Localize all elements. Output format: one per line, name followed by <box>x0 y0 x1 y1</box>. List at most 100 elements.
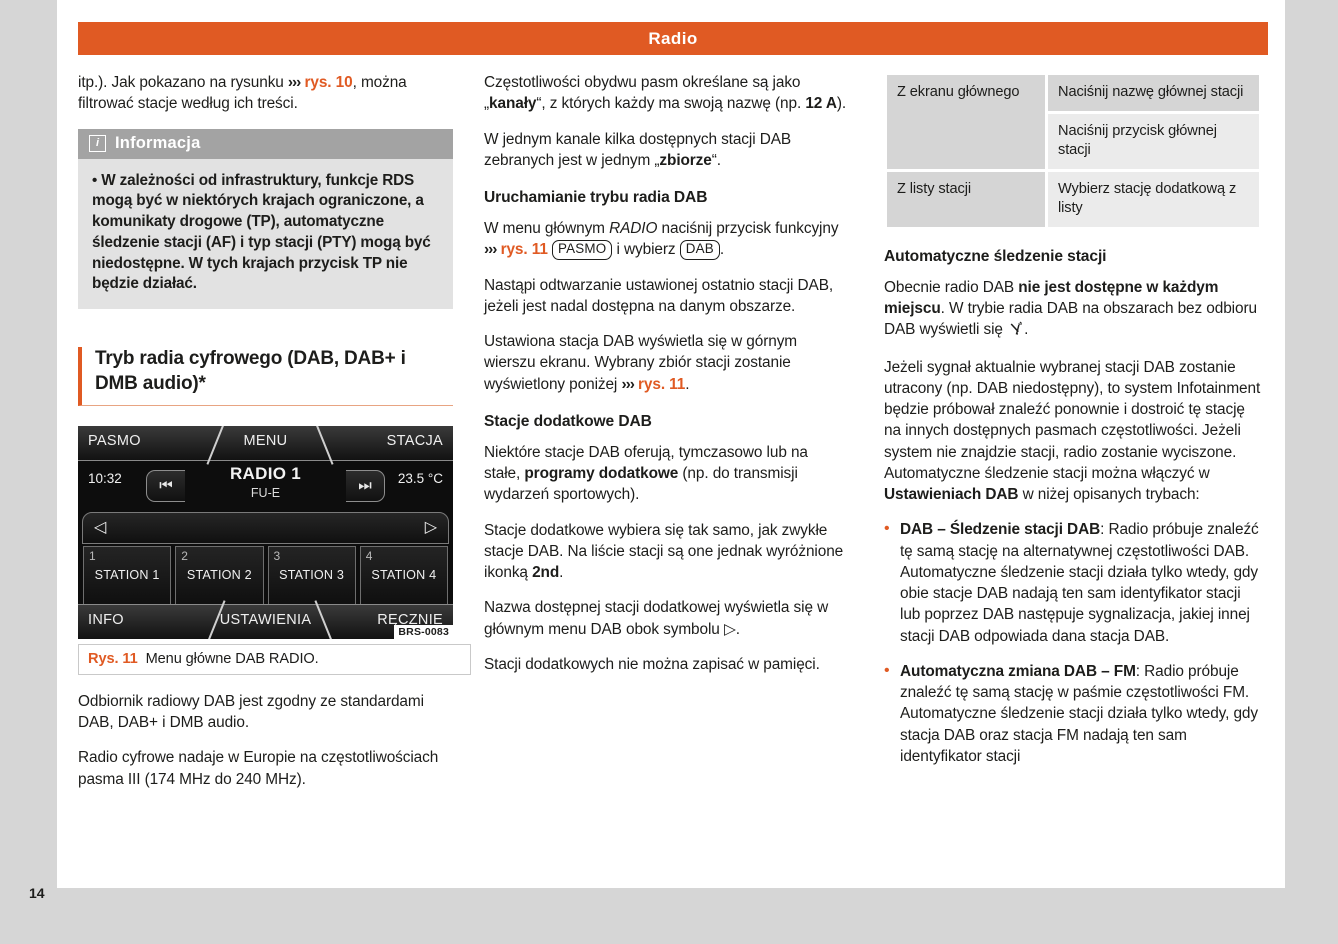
skip-previous-icon[interactable]: ⏮ <box>146 469 185 502</box>
temperature-display: 23.5 °C <box>397 470 443 486</box>
figure-caption-number: Rys. 11 <box>88 650 138 667</box>
term-kanaly: kanały <box>489 95 537 113</box>
ensemble-text-b: “. <box>711 151 721 169</box>
note-text: W zależności od infrastruktury, funkcje … <box>92 171 431 293</box>
figure-image-code: BRS-0083 <box>394 624 453 639</box>
chevron-marker: ››› <box>287 74 301 91</box>
table-cell-key: Z ekranu głównego <box>887 75 1045 169</box>
display-text-a: Ustawiona stacja DAB wyświetla się w gór… <box>484 333 798 393</box>
table-cell-value: Naciśnij przycisk głównej stacji <box>1048 113 1259 169</box>
infotainment-screen: PASMO MENU STACJA 10:32 23.5 °C RADIO 1 … <box>78 425 453 639</box>
note-header: i Informacja <box>78 128 453 159</box>
softkey-menu[interactable]: MENU <box>243 432 288 449</box>
note-body: • W zależności od infrastruktury, funkcj… <box>78 159 453 310</box>
display-text-b: . <box>685 375 690 393</box>
mode-title-dab-fm: Automatyczna zmiana DAB – FM <box>900 662 1136 680</box>
column-middle: Częstotliwości obydwu pasm określane są … <box>484 72 848 689</box>
intro-text-a: itp.). Jak pokazano na rysunku <box>78 74 288 91</box>
chevron-marker: ››› <box>484 241 497 259</box>
secondary-name-text-a: Nazwa dostępnej stacji dodatkowej wyświe… <box>484 599 829 638</box>
note-bullet: • <box>92 171 98 189</box>
arrow-right-icon[interactable]: ▷ <box>424 518 437 536</box>
tracking-modes-list: DAB – Śledzenie stacji DAB: Radio próbuj… <box>884 518 1262 767</box>
screen-status-row: 10:32 23.5 °C RADIO 1 FU-E ⏮ ⏭ <box>78 462 453 510</box>
preset-label: STATION 1 <box>94 567 160 582</box>
paragraph-last-station: Nastąpi odtwarzanie ustawionej ostatnio … <box>484 276 834 315</box>
paragraph-dab-frequencies: Radio cyfrowe nadaje w Europie na często… <box>78 749 439 788</box>
preset-number: 2 <box>181 548 188 563</box>
term-not-available: nie jest dostępne w każdym miejscu <box>884 278 1219 318</box>
chevron-marker: ››› <box>621 375 634 393</box>
table-row: Z ekranu głównego Naciśnij nazwę głównej… <box>887 75 1259 169</box>
softkey-pasmo[interactable]: PASMO <box>88 432 141 449</box>
channels-text-a: Częstotliwości obydwu pasm określane są … <box>484 74 801 113</box>
softkey-token-dab[interactable]: DAB <box>679 240 720 260</box>
note-title: Informacja <box>115 134 201 152</box>
figure-reference-11[interactable]: rys. 11 <box>638 375 686 393</box>
paragraph-secondary-programs: Niektóre stacje DAB oferują, tymczasowo … <box>484 442 848 506</box>
activate-text-a: W menu głównym <box>484 220 610 237</box>
paragraph-no-presets: Stacji dodatkowych nie można zapisać w p… <box>484 655 820 673</box>
activate-text-c: i wybierz <box>612 241 680 259</box>
paragraph-channels: Częstotliwości obydwu pasm określane są … <box>484 72 848 115</box>
list-item: DAB – Śledzenie stacji DAB: Radio próbuj… <box>884 518 1262 647</box>
arrow-left-icon[interactable]: ◁ <box>94 518 107 536</box>
preset-button[interactable]: 1 STATION 1 <box>83 545 172 606</box>
term-ustawienia-dab: Ustawieniach DAB <box>884 486 1019 504</box>
secondary-name-text-b: . <box>735 620 740 638</box>
example-channel-12a: 12 A <box>805 95 837 113</box>
heading-uruchamianie-dab: Uruchamianie trybu radia DAB <box>484 189 708 206</box>
screen-bottom-softkey-bar: INFO USTAWIENIA RĘCZNIE <box>78 600 453 639</box>
channels-text-c: ). <box>836 95 847 113</box>
preset-number: 1 <box>89 548 96 563</box>
ensemble-text-a: W jednym kanale kilka dostępnych stacji … <box>484 130 792 169</box>
preset-number: 3 <box>273 548 281 563</box>
running-header: Radio <box>78 22 1268 55</box>
availability-text-b: . W trybie radia DAB na obszarach bez od… <box>884 300 1257 339</box>
paragraph-display-location: Ustawiona stacja DAB wyświetla się w gór… <box>484 331 848 395</box>
table-cell-key: Z listy stacji <box>887 171 1045 227</box>
column-right: Z ekranu głównego Naciśnij nazwę głównej… <box>884 72 1262 781</box>
paragraph-secondary-selection: Stacje dodatkowe wybiera się tak samo, j… <box>484 520 848 584</box>
station-scroll-row: ◁ ▷ <box>82 511 449 544</box>
screen-top-softkey-bar: PASMO MENU STACJA <box>78 425 453 465</box>
ensemble-name-display: FU-E <box>250 485 281 500</box>
intro-text-b: , można filtrować stacje według ich treś… <box>78 74 407 113</box>
activate-text-d: . <box>719 241 725 259</box>
softkey-recznie[interactable]: RĘCZNIE <box>377 611 443 628</box>
table-row: Z listy stacji Wybierz stację dodatkową … <box>887 171 1259 227</box>
paragraph-signal-lost: Jeżeli sygnał aktualnie wybranej stacji … <box>884 357 1262 506</box>
preset-label: STATION 2 <box>186 567 252 582</box>
station-name-display[interactable]: RADIO 1 <box>229 463 302 483</box>
figure-rys-11: PASMO MENU STACJA 10:32 23.5 °C RADIO 1 … <box>78 425 471 675</box>
mode-description-dab: : Radio próbuje znaleźć tę samą stację n… <box>900 521 1259 645</box>
figure-caption-text: Menu główne DAB RADIO. <box>145 650 319 667</box>
skip-next-icon[interactable]: ⏭ <box>346 469 385 502</box>
softkey-info[interactable]: INFO <box>88 611 124 628</box>
figure-caption: Rys. 11 Menu główne DAB RADIO. <box>78 643 471 675</box>
mode-title-dab: DAB – Śledzenie stacji DAB <box>900 521 1101 539</box>
availability-text-a: Obecnie radio DAB <box>884 278 1019 296</box>
preset-label: STATION 3 <box>279 567 345 582</box>
channels-text-b: “, z których każdy ma swoją nazwę (np. <box>536 95 806 113</box>
selection-text-b: . <box>559 564 564 581</box>
heading-auto-tracking: Automatyczne śledzenie stacji <box>884 247 1107 265</box>
availability-text-c: . <box>1024 321 1029 339</box>
preset-button[interactable]: 4 STATION 4 <box>359 545 448 606</box>
preset-button[interactable]: 3 STATION 3 <box>267 545 356 606</box>
list-item: Automatyczna zmiana DAB – FM: Radio prób… <box>884 660 1262 767</box>
softkey-stacja[interactable]: STACJA <box>386 432 443 449</box>
running-header-title: Radio <box>648 28 698 48</box>
table-cell-value: Naciśnij nazwę głównej stacji <box>1048 75 1259 111</box>
paragraph-activate-dab: W menu głównym RADIO naciśnij przycisk f… <box>484 218 848 261</box>
menu-name-radio: RADIO <box>609 220 658 237</box>
heading-stacje-dodatkowe: Stacje dodatkowe DAB <box>484 412 652 430</box>
selection-methods-table: Z ekranu głównego Naciśnij nazwę głównej… <box>884 72 1262 230</box>
mode-description-dab-fm: : Radio próbuje znaleźć tę samą stację w… <box>900 662 1258 765</box>
figure-reference-10[interactable]: rys. 10 <box>304 74 353 91</box>
activate-text-b: naciśnij przycisk funkcyjny <box>657 220 839 237</box>
softkey-token-pasmo[interactable]: PASMO <box>552 240 613 260</box>
softkey-ustawienia[interactable]: USTAWIENIA <box>219 611 312 628</box>
preset-button[interactable]: 2 STATION 2 <box>175 545 264 606</box>
figure-reference-11[interactable]: rys. 11 <box>500 241 548 259</box>
